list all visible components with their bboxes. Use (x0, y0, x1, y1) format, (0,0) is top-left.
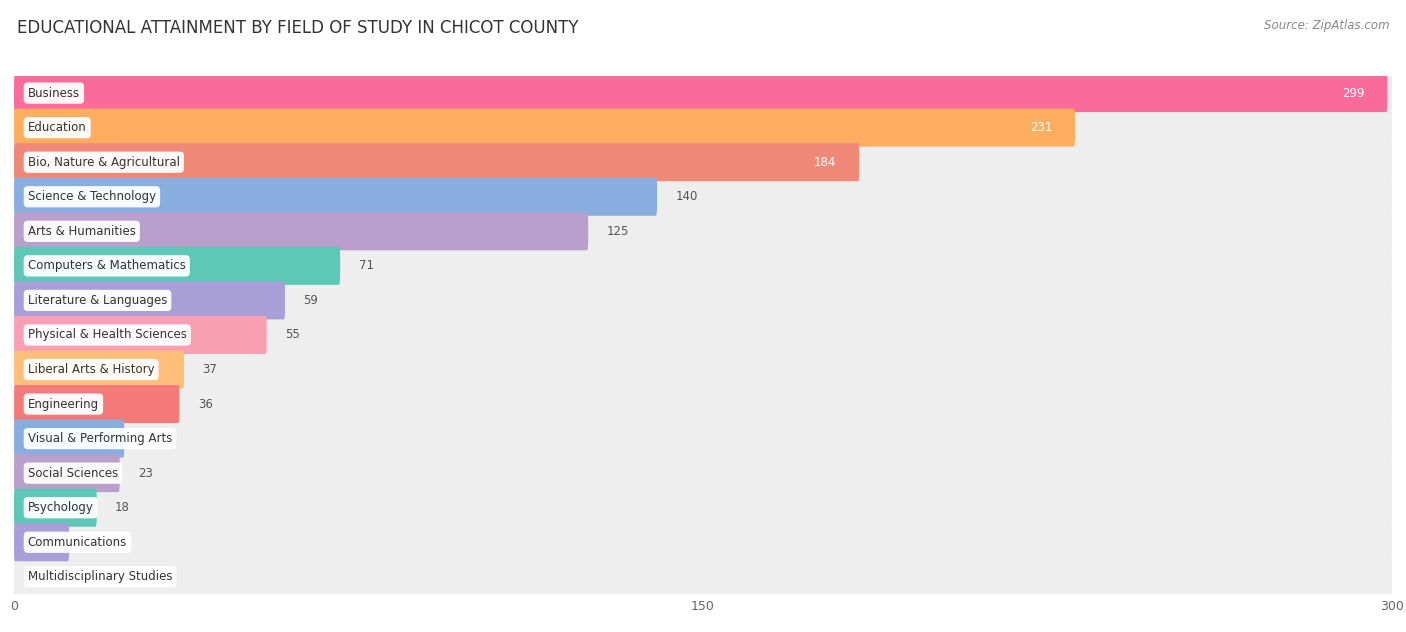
FancyBboxPatch shape (14, 316, 1392, 354)
FancyBboxPatch shape (14, 247, 340, 285)
FancyBboxPatch shape (14, 454, 120, 492)
Text: Source: ZipAtlas.com: Source: ZipAtlas.com (1264, 19, 1389, 32)
FancyBboxPatch shape (14, 385, 180, 423)
Text: Business: Business (28, 87, 80, 100)
FancyBboxPatch shape (14, 212, 1392, 250)
Text: 231: 231 (1029, 121, 1052, 134)
Text: 0: 0 (32, 570, 39, 583)
Bar (14, 248, 1392, 283)
FancyBboxPatch shape (14, 420, 124, 458)
Text: Social Sciences: Social Sciences (28, 466, 118, 480)
Text: EDUCATIONAL ATTAINMENT BY FIELD OF STUDY IN CHICOT COUNTY: EDUCATIONAL ATTAINMENT BY FIELD OF STUDY… (17, 19, 578, 37)
Text: 37: 37 (202, 363, 218, 376)
Text: 125: 125 (606, 225, 628, 238)
FancyBboxPatch shape (14, 523, 1392, 561)
FancyBboxPatch shape (14, 281, 285, 319)
FancyBboxPatch shape (14, 74, 1388, 112)
FancyBboxPatch shape (14, 74, 1392, 112)
Text: Communications: Communications (28, 536, 127, 549)
Text: 184: 184 (814, 155, 837, 169)
Bar (14, 352, 1392, 387)
Bar (14, 214, 1392, 248)
Text: 55: 55 (285, 329, 299, 341)
Bar (14, 559, 1392, 594)
Text: Computers & Mathematics: Computers & Mathematics (28, 259, 186, 272)
Text: Literature & Languages: Literature & Languages (28, 294, 167, 307)
FancyBboxPatch shape (14, 178, 657, 216)
Text: Science & Technology: Science & Technology (28, 190, 156, 204)
FancyBboxPatch shape (14, 523, 69, 561)
Text: 299: 299 (1341, 87, 1364, 100)
Text: 23: 23 (138, 466, 153, 480)
FancyBboxPatch shape (14, 558, 1392, 596)
Text: Visual & Performing Arts: Visual & Performing Arts (28, 432, 172, 445)
FancyBboxPatch shape (14, 247, 1392, 285)
FancyBboxPatch shape (14, 143, 1392, 181)
Bar (14, 387, 1392, 422)
Bar (14, 525, 1392, 559)
FancyBboxPatch shape (14, 489, 97, 526)
FancyBboxPatch shape (14, 143, 859, 181)
Text: 36: 36 (198, 398, 212, 411)
FancyBboxPatch shape (14, 178, 1392, 216)
Bar (14, 145, 1392, 179)
FancyBboxPatch shape (14, 420, 1392, 458)
Text: Psychology: Psychology (28, 501, 94, 514)
FancyBboxPatch shape (14, 316, 267, 354)
Bar (14, 179, 1392, 214)
Text: Liberal Arts & History: Liberal Arts & History (28, 363, 155, 376)
Bar (14, 318, 1392, 352)
FancyBboxPatch shape (14, 351, 1392, 389)
Text: Multidisciplinary Studies: Multidisciplinary Studies (28, 570, 173, 583)
Text: 18: 18 (115, 501, 129, 514)
Text: Engineering: Engineering (28, 398, 98, 411)
FancyBboxPatch shape (14, 454, 1392, 492)
Bar (14, 283, 1392, 318)
FancyBboxPatch shape (14, 385, 1392, 423)
FancyBboxPatch shape (14, 212, 588, 250)
Bar (14, 490, 1392, 525)
FancyBboxPatch shape (14, 281, 1392, 319)
Text: 24: 24 (142, 432, 157, 445)
Text: 140: 140 (675, 190, 697, 204)
FancyBboxPatch shape (14, 109, 1076, 147)
Text: Bio, Nature & Agricultural: Bio, Nature & Agricultural (28, 155, 180, 169)
Text: 12: 12 (87, 536, 103, 549)
Text: 59: 59 (304, 294, 318, 307)
Bar (14, 76, 1392, 111)
Bar (14, 111, 1392, 145)
FancyBboxPatch shape (14, 109, 1392, 147)
Bar (14, 422, 1392, 456)
Text: Education: Education (28, 121, 87, 134)
Text: Physical & Health Sciences: Physical & Health Sciences (28, 329, 187, 341)
Text: 71: 71 (359, 259, 374, 272)
Text: Arts & Humanities: Arts & Humanities (28, 225, 136, 238)
FancyBboxPatch shape (14, 489, 1392, 526)
Bar (14, 456, 1392, 490)
FancyBboxPatch shape (14, 351, 184, 389)
